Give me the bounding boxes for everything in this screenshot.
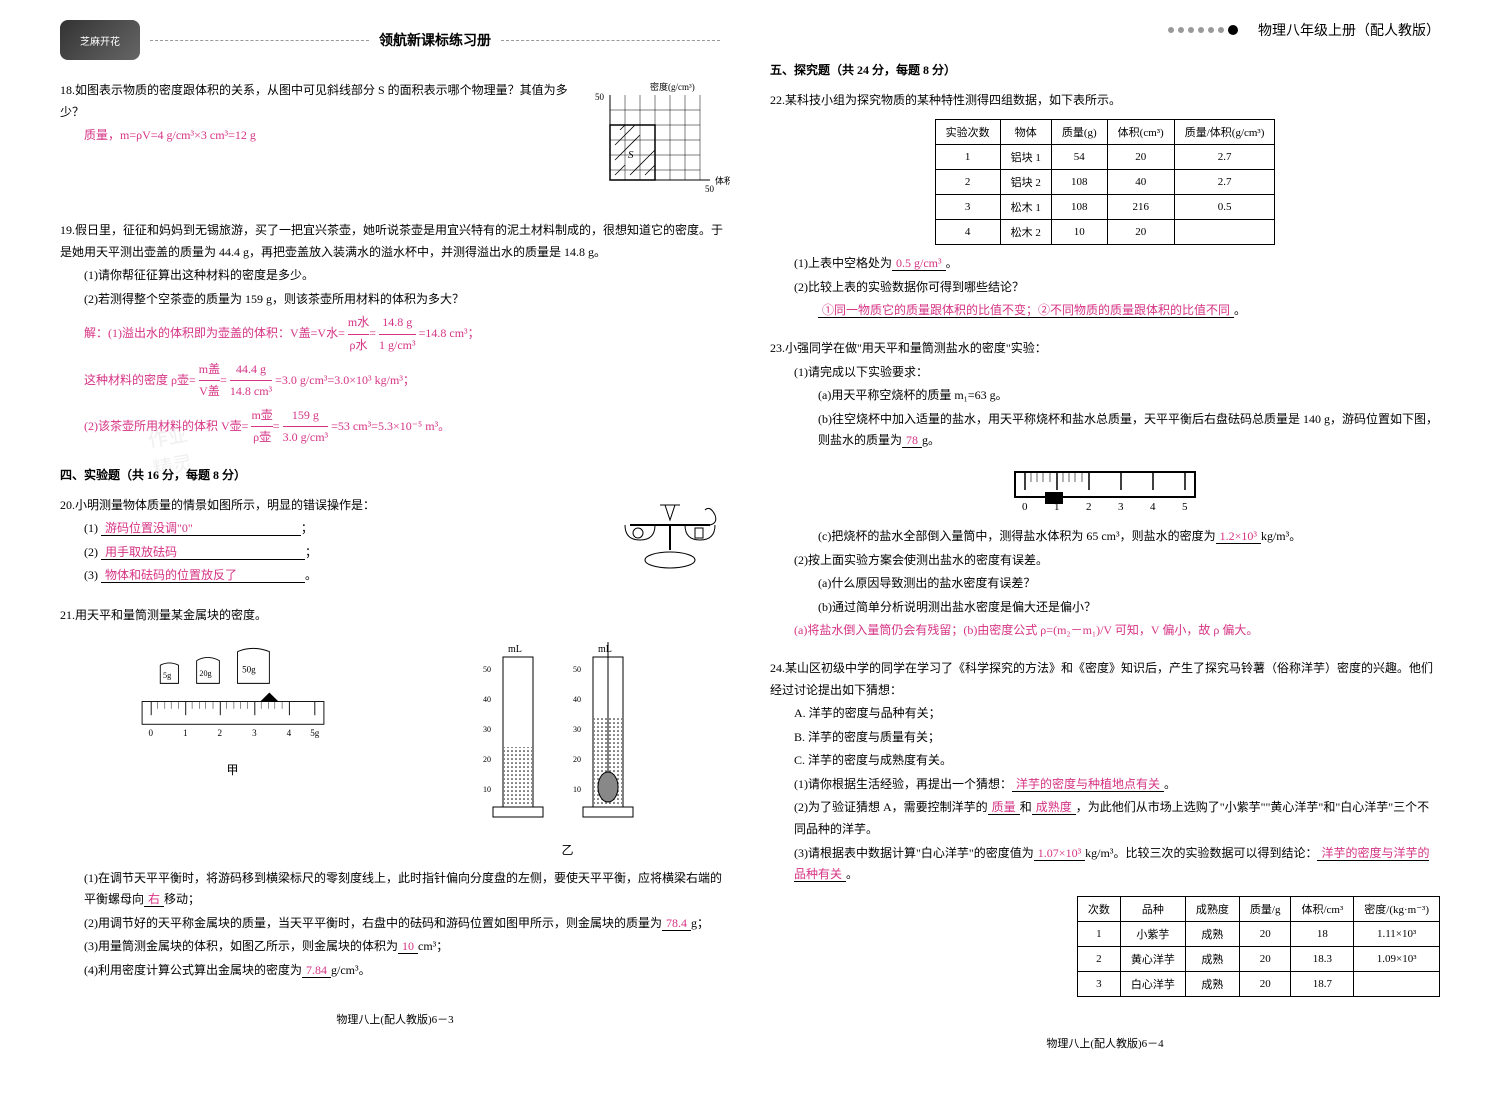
y-axis-label: 密度(g/cm³) [650, 81, 695, 92]
header-left: 芝麻开花 领航新课标练习册 [60, 20, 730, 60]
svg-text:2: 2 [217, 728, 222, 738]
caption-jia: 甲 [133, 761, 333, 778]
svg-text:10: 10 [573, 785, 581, 794]
header-subtitle: 领航新课标练习册 [379, 30, 491, 50]
svg-text:20g: 20g [199, 669, 211, 678]
svg-text:0: 0 [1022, 501, 1028, 512]
svg-text:3: 3 [1118, 501, 1124, 512]
svg-text:1: 1 [1054, 501, 1060, 512]
question-24: 24.某山区初级中学的同学在学习了《科学探究的方法》和《密度》知识后，产生了探究… [770, 658, 1440, 1005]
question-21: 21.用天平和量筒测量某金属块的密度。 5g 20g 50g [60, 605, 730, 982]
svg-text:4: 4 [286, 728, 291, 738]
svg-text:S: S [628, 149, 634, 161]
q20-a2: 用手取放砝码 [101, 545, 181, 560]
question-18: 密度(g/cm³) 50 50 体积(cm³) [60, 80, 730, 204]
q20-a3: 物体和砝码的位置放反了 [101, 568, 241, 583]
cylinder-figure: mL 50 40 30 20 10 mL [478, 637, 658, 858]
dashed-line [501, 40, 720, 41]
logo: 芝麻开花 [60, 20, 140, 60]
q24-a2b: 成熟度 [1032, 800, 1076, 815]
header-right: 物理八年级上册（配人教版） [770, 20, 1440, 40]
q22-a1: 0.5 g/cm³ [892, 256, 946, 271]
q-num: 22. [770, 93, 785, 107]
svg-text:1: 1 [183, 728, 188, 738]
q-text: 某科技小组为探究物质的某种特性测得四组数据，如下表所示。 [785, 93, 1121, 107]
q21-a3: 10 [398, 939, 418, 954]
dashed-line [150, 40, 369, 41]
footer-left: 物理八上(配人教版)6－3 [60, 1011, 730, 1027]
q-num: 20. [60, 498, 75, 512]
q-text: 小明测量物体质量的情景如图所示，明显的错误操作是： [75, 498, 375, 512]
svg-text:2: 2 [1086, 501, 1092, 512]
q24-a3: 1.07×10³ [1034, 846, 1085, 861]
svg-text:3: 3 [252, 728, 257, 738]
svg-text:50: 50 [705, 184, 715, 194]
svg-text:20: 20 [483, 755, 491, 764]
q19-p1: (1)请你帮征征算出这种材料的密度是多少。 [60, 265, 730, 287]
svg-text:20: 20 [573, 755, 581, 764]
svg-text:40: 40 [483, 695, 491, 704]
svg-text:0: 0 [148, 728, 153, 738]
section-5-title: 五、探究题（共 24 分，每题 8 分） [770, 60, 1440, 82]
svg-text:30: 30 [483, 725, 491, 734]
q-num: 24. [770, 661, 785, 675]
q-text: 某山区初级中学的同学在学习了《科学探究的方法》和《密度》知识后，产生了探究马铃薯… [770, 661, 1433, 697]
q19-ans2: 这种材料的密度 ρ壶= m盖V盖= 44.4 g14.8 cm³ =3.0 g/… [60, 359, 730, 403]
q21-a2: 78.4 [662, 916, 691, 931]
logo-text: 芝麻开花 [80, 33, 120, 48]
balance-figure [610, 495, 730, 579]
svg-text:10: 10 [483, 785, 491, 794]
header-right-text: 物理八年级上册（配人教版） [1258, 20, 1440, 40]
q24-a1: 洋芋的密度与种植地点有关 [1012, 777, 1164, 792]
q22-table: 实验次数物体质量(g)体积(cm³)质量/体积(g/cm³) 1铝块 15420… [935, 119, 1276, 245]
svg-text:50: 50 [483, 665, 491, 674]
q-num: 21. [60, 608, 75, 622]
q-text: 小强同学在做"用天平和量筒测盐水的密度"实验： [785, 341, 1047, 355]
q-num: 19. [60, 223, 75, 237]
q-text: 用天平和量筒测量某金属块的密度。 [75, 608, 267, 622]
q24-a2a: 质量 [988, 800, 1020, 815]
question-19: 19.假日里，征征和妈妈到无锡旅游，买了一把宜兴茶壶，她听说茶壶是用宜兴特有的泥… [60, 220, 730, 449]
svg-text:5g: 5g [310, 728, 320, 738]
svg-text:mL: mL [508, 644, 522, 655]
question-20: 20.小明测量物体质量的情景如图所示，明显的错误操作是： (1) 游码位置没调"… [60, 495, 730, 589]
caption-yi: 乙 [478, 841, 658, 858]
svg-text:50: 50 [595, 92, 605, 102]
svg-text:mL: mL [598, 644, 612, 655]
svg-text:5: 5 [1182, 501, 1188, 512]
q21-a1: 右 [144, 892, 164, 907]
question-22: 22.某科技小组为探究物质的某种特性测得四组数据，如下表所示。 实验次数物体质量… [770, 90, 1440, 322]
q19-ans1: 解：(1)溢出水的体积即为壶盖的体积：V盖=V水= m水ρ水= 14.8 g1 … [60, 312, 730, 356]
q19-ans3: (2)该茶壶所用材料的体积 V壶= m壶ρ壶= 159 g3.0 g/cm³ =… [60, 405, 730, 449]
question-23: 23.小强同学在做"用天平和量筒测盐水的密度"实验： (1)请完成以下实验要求：… [770, 338, 1440, 642]
q20-a1: 游码位置没调"0" [101, 521, 197, 536]
q18-chart: 密度(g/cm³) 50 50 体积(cm³) [590, 80, 730, 204]
svg-text:4: 4 [1150, 501, 1156, 512]
svg-text:50g: 50g [242, 664, 256, 674]
svg-text:40: 40 [573, 695, 581, 704]
q-num: 18. [60, 83, 75, 97]
svg-text:50: 50 [573, 665, 581, 674]
ruler-weights-figure: 5g 20g 50g [133, 637, 333, 858]
ruler-scale-figure: 0 1 2 3 4 5 [770, 462, 1440, 516]
q22-a2: ①同一物质它的质量跟体积的比值不变；②不同物质的质量跟体积的比值不同 [818, 303, 1234, 318]
q23-ab: 78 [902, 433, 922, 448]
q-text: 假日里，征征和妈妈到无锡旅游，买了一把宜兴茶壶，她听说茶壶是用宜兴特有的泥土材料… [60, 223, 723, 259]
svg-text:5g: 5g [163, 670, 171, 679]
dots-icon [1168, 25, 1238, 35]
q19-p2: (2)若测得整个空茶壶的质量为 159 g，则该茶壶所用材料的体积为多大？ [60, 289, 730, 311]
q23-answer: (a)将盐水倒入量筒仍会有残留；(b)由密度公式 ρ=(m₂－m₁)/V 可知，… [770, 620, 1440, 642]
section-4-title: 四、实验题（共 16 分，每题 8 分） [60, 465, 730, 487]
footer-right: 物理八上(配人教版)6－4 [770, 1035, 1440, 1051]
q21-a4: 7.84 [302, 963, 331, 978]
svg-text:体积(cm³): 体积(cm³) [715, 175, 730, 186]
q23-ac: 1.2×10³ [1216, 529, 1261, 544]
svg-text:30: 30 [573, 725, 581, 734]
q24-table: 次数品种成熟度质量/g体积/cm³密度/(kg·m⁻³) 1小紫芋成熟20181… [1077, 896, 1440, 997]
q-text: 如图表示物质的密度跟体积的关系，从图中可见斜线部分 S 的面积表示哪个物理量？其… [60, 83, 568, 119]
q-num: 23. [770, 341, 785, 355]
